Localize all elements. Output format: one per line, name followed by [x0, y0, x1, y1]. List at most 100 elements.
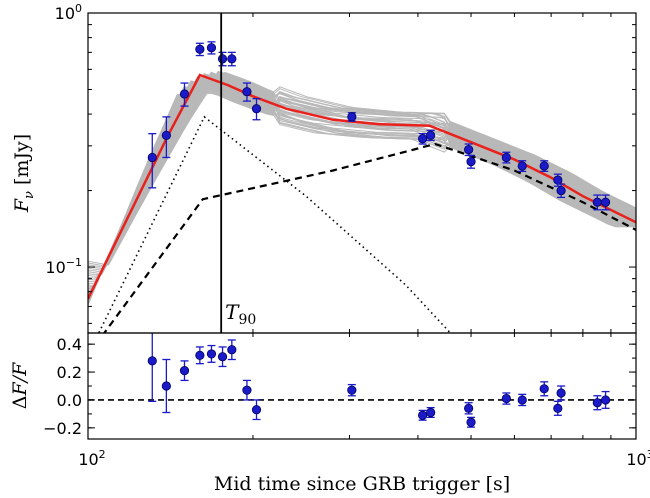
flux-point	[227, 51, 237, 67]
data-marker	[206, 43, 217, 53]
data-marker	[426, 407, 436, 418]
data-marker	[147, 152, 157, 163]
data-marker	[251, 104, 262, 114]
series-line-component_dotted	[97, 115, 452, 333]
t90-label-sub: 90	[239, 312, 257, 328]
data-marker	[517, 395, 527, 405]
residual-point	[161, 358, 171, 414]
data-marker	[242, 385, 252, 395]
residual-point	[539, 381, 549, 397]
residual-point	[147, 333, 157, 402]
residual-point	[466, 416, 476, 428]
data-marker	[600, 197, 611, 207]
data-marker	[251, 405, 262, 415]
flux-point	[251, 98, 262, 121]
flux-point	[600, 194, 611, 211]
model-realization-line	[88, 73, 636, 294]
data-marker	[242, 87, 252, 97]
y-tick-label-exp: −1	[66, 256, 82, 269]
xlabel: Mid time since GRB trigger [s]	[214, 473, 510, 495]
residual-point	[217, 346, 228, 368]
bottom-plot-area	[88, 333, 636, 428]
flux-point	[161, 116, 171, 159]
data-marker	[464, 403, 474, 413]
data-marker	[195, 350, 205, 360]
data-marker	[206, 349, 217, 359]
data-marker	[418, 410, 428, 420]
data-marker	[517, 161, 527, 171]
y-tick-label: 0.4	[57, 335, 82, 354]
residual-point	[206, 344, 217, 363]
flux-point	[206, 41, 217, 55]
ylabel-delta: Δ	[9, 396, 31, 410]
data-marker	[418, 134, 428, 144]
data-marker	[217, 352, 228, 362]
flux-point	[539, 160, 549, 173]
x-tick-label-exp: 2	[99, 448, 106, 461]
top-panel: T90 100 10−1 Fν [mJy]	[11, 2, 637, 334]
residual-point	[553, 400, 563, 416]
data-marker	[147, 356, 157, 366]
y-tick-label: 100	[55, 2, 82, 23]
residual-point	[600, 390, 611, 409]
data-marker	[161, 130, 171, 140]
data-marker	[466, 417, 476, 427]
y-tick-label-exp: 0	[75, 2, 82, 15]
flux-point	[195, 42, 205, 57]
y-tick-label: 0.2	[57, 363, 82, 382]
data-marker	[501, 152, 511, 163]
data-marker	[539, 161, 549, 171]
model-realization-line	[88, 71, 636, 266]
x-tick-label: 102	[78, 448, 105, 469]
data-marker	[600, 395, 611, 405]
data-marker	[592, 197, 602, 207]
y-tick-label: 0.0	[57, 391, 82, 410]
data-marker	[539, 384, 549, 394]
t90-label: T90	[225, 300, 256, 328]
data-marker	[195, 44, 205, 54]
data-marker	[179, 89, 190, 99]
y-tick-label: 10−1	[45, 256, 82, 277]
flux-point	[242, 82, 252, 102]
data-marker	[161, 381, 171, 391]
ylabel-ratio: F/F	[9, 362, 31, 397]
flux-point	[147, 133, 157, 189]
flux-point	[466, 154, 476, 169]
data-marker	[501, 393, 511, 404]
data-marker	[227, 54, 237, 64]
residual-point	[347, 383, 357, 397]
model-realization-line	[88, 86, 636, 302]
residual-point	[464, 402, 474, 415]
data-marker	[553, 175, 563, 185]
flux-point	[217, 51, 228, 67]
model-realization-line	[88, 78, 636, 300]
data-marker	[217, 54, 228, 64]
top-plot-area	[88, 41, 636, 333]
data-marker	[556, 185, 566, 196]
flux-point	[556, 183, 566, 199]
y-tick-label: −0.2	[43, 419, 82, 438]
residual-point	[426, 406, 436, 419]
top-ylabel: Fν [mJy]	[11, 134, 37, 213]
model-realization-line	[88, 76, 636, 300]
residual-point	[501, 392, 511, 405]
flux-point	[347, 112, 357, 122]
data-marker	[464, 144, 474, 155]
ylabel-unit: [mJy]	[11, 134, 33, 191]
series-line-component_dashed	[102, 142, 636, 333]
series-line-model_total	[88, 73, 636, 300]
data-marker	[347, 385, 357, 395]
residual-point	[179, 360, 190, 382]
ylabel-F: F	[11, 198, 33, 213]
x-tick-label-exp: 3	[647, 448, 650, 461]
residual-point	[251, 399, 262, 421]
data-marker	[553, 403, 563, 413]
residual-point	[556, 385, 566, 401]
model-realization-line	[88, 80, 636, 300]
data-marker	[556, 388, 566, 398]
flux-point	[501, 151, 511, 164]
data-marker	[179, 366, 190, 376]
data-marker	[426, 130, 436, 140]
